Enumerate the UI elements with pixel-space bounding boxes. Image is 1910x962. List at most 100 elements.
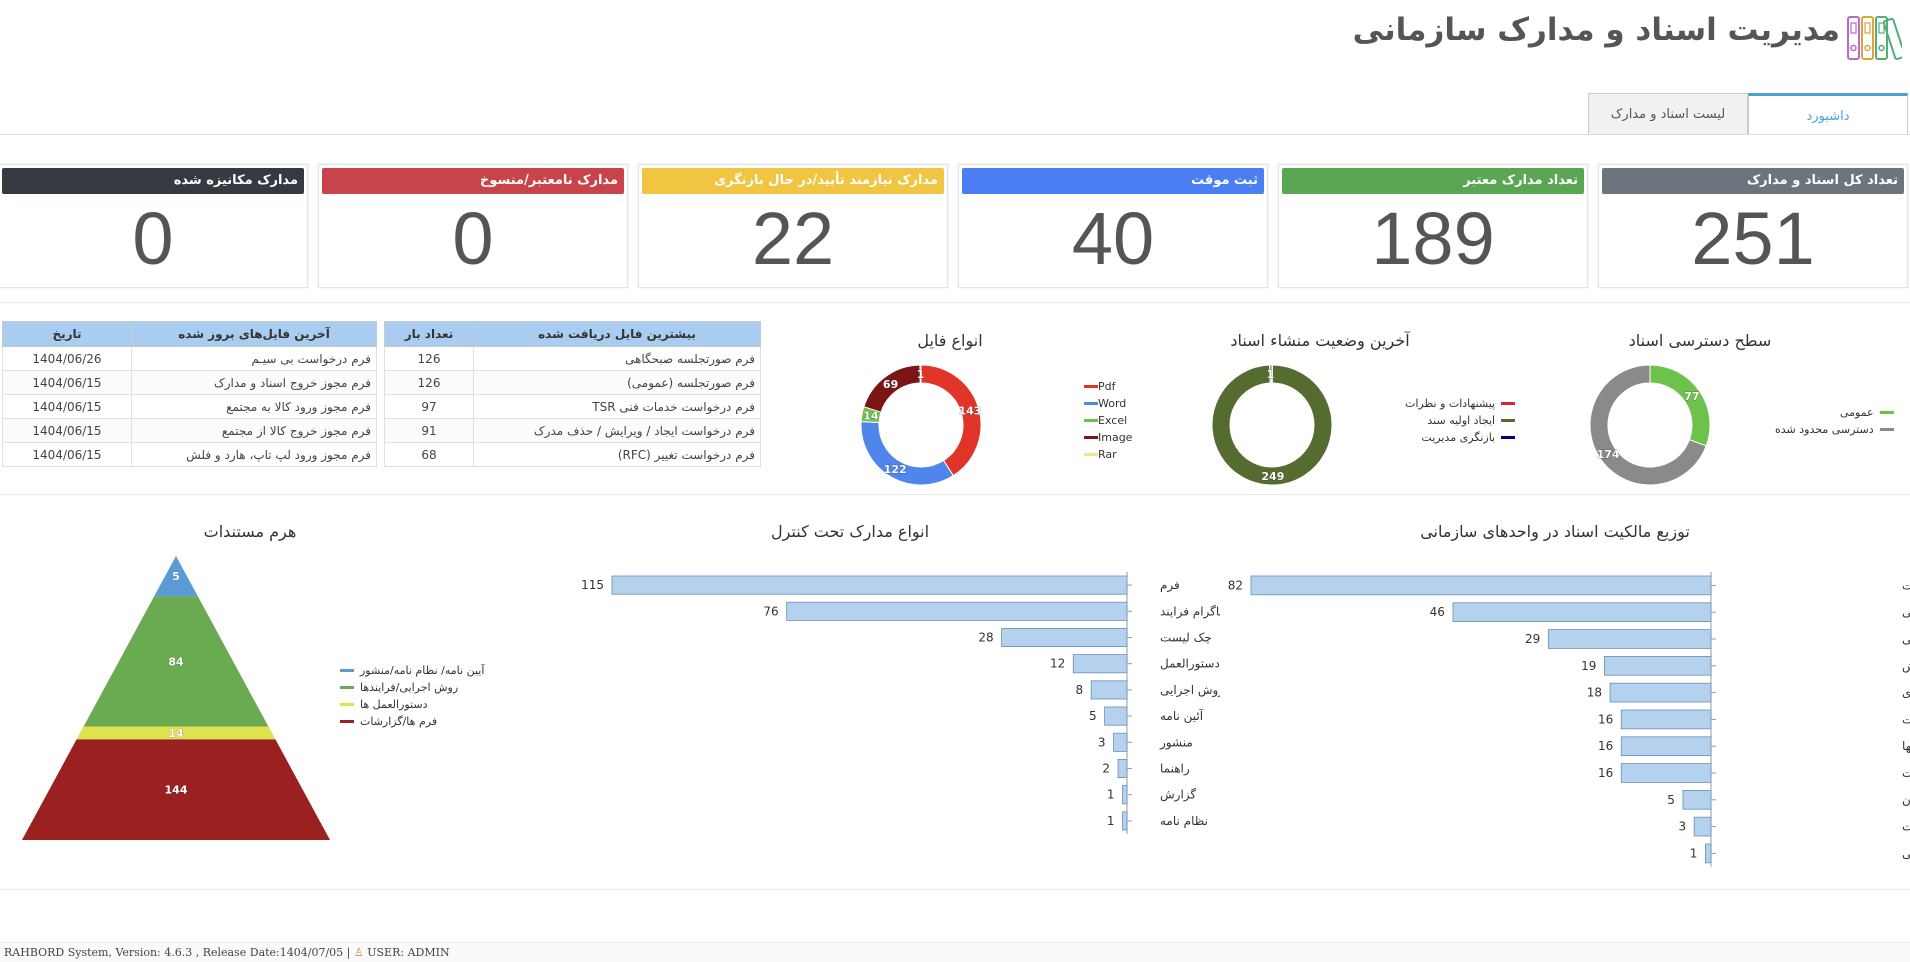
top-file-name[interactable]: فرم درخواست خدمات فنی TSR bbox=[473, 394, 761, 419]
top-files-table: بیشترین فایل دریافت شده تعداد بار فرم صو… bbox=[384, 321, 761, 467]
stat-card[interactable]: تعداد کل اسناد و مدارک 251 bbox=[1598, 164, 1908, 288]
recent-file-name[interactable]: فرم درخواست بی سیـم bbox=[131, 346, 377, 371]
bar[interactable] bbox=[1620, 763, 1712, 783]
top-file-name[interactable]: فرم صورتجلسه صبحگاهی bbox=[473, 346, 761, 371]
recent-file-name[interactable]: فرم مجوز ورود لپ تاپ، هارد و فلش bbox=[131, 442, 377, 467]
table-row[interactable]: فرم درخواست خدمات فنی TSR 97 bbox=[384, 394, 761, 419]
legend-label: Rar bbox=[1098, 448, 1117, 461]
pyramid-segment[interactable] bbox=[154, 556, 198, 597]
stat-card[interactable]: مدارک مکانیزه شده 0 bbox=[0, 164, 308, 288]
bar[interactable] bbox=[1117, 758, 1128, 778]
legend-item[interactable]: Rar bbox=[1078, 446, 1132, 463]
bar[interactable] bbox=[1072, 654, 1128, 674]
filetypes-donut-chart: 143 122 14 69 1 bbox=[860, 364, 982, 486]
footer-system-info: RAHBORD System, Version: 4.6.3 , Release… bbox=[4, 946, 351, 959]
donut-slice[interactable] bbox=[1268, 364, 1272, 384]
table-row[interactable]: فرم مجوز ورود لپ تاپ، هارد و فلش 1404/06/… bbox=[2, 442, 377, 467]
top-file-name[interactable]: فرم صورتجلسه (عمومی) bbox=[473, 370, 761, 395]
donut-slice[interactable] bbox=[1649, 364, 1711, 447]
table-row[interactable]: فرم مجوز ورود کالا به مجتمع 1404/06/15 bbox=[2, 394, 377, 419]
bar[interactable] bbox=[1609, 682, 1712, 703]
table-row[interactable]: فرم مجوز خروج کالا از مجتمع 1404/06/15 bbox=[2, 418, 377, 443]
table-row[interactable]: فرم صورتجلسه صبحگاهی 126 bbox=[384, 346, 761, 371]
legend-item[interactable]: دسترسی محدود شده bbox=[1775, 421, 1894, 438]
bar[interactable] bbox=[1104, 706, 1128, 726]
pyramid-segment[interactable] bbox=[22, 739, 330, 840]
legend-item[interactable]: روش اجرایی/فرایندها bbox=[340, 679, 484, 696]
table-row[interactable]: فرم صورتجلسه (عمومی) 126 bbox=[384, 370, 761, 395]
bar[interactable] bbox=[1620, 736, 1712, 757]
tab-dashboard[interactable]: داشبورد bbox=[1748, 93, 1908, 135]
pyramid-segment[interactable] bbox=[76, 726, 276, 740]
stat-card[interactable]: ثبت موقت 40 bbox=[958, 164, 1268, 288]
pyramid-legend: آیین نامه/ نظام نامه/منشور روش اجرایی/فرا… bbox=[340, 662, 484, 730]
pyramid-chart-title: هرم مستندات bbox=[203, 522, 297, 541]
donut-slice[interactable] bbox=[920, 364, 982, 477]
legend-item[interactable]: Image bbox=[1078, 429, 1132, 446]
table-row[interactable]: فرم مجوز خروج اسناد و مدارک 1404/06/15 bbox=[2, 370, 377, 395]
legend-item[interactable]: بازنگری مدیریت bbox=[1405, 429, 1516, 446]
bar-value-label: 16 bbox=[1598, 712, 1613, 726]
bar[interactable] bbox=[1704, 843, 1712, 864]
pyramid-segment[interactable] bbox=[83, 596, 269, 727]
stat-card[interactable]: مدارک نیازمند تأیید/در حال بازنگری 22 bbox=[638, 164, 948, 288]
bar[interactable] bbox=[1620, 709, 1712, 730]
recent-file-name[interactable]: فرم مجوز خروج کالا از مجتمع bbox=[131, 418, 377, 443]
legend-item[interactable]: ایجاد اولیه سند bbox=[1405, 412, 1516, 429]
bar[interactable] bbox=[1090, 680, 1128, 700]
top-file-name[interactable]: فرم درخواست تغییر (RFC) bbox=[473, 442, 761, 467]
filetypes-chart-title: انواع فایل bbox=[917, 331, 983, 350]
legend-item[interactable]: Pdf bbox=[1078, 378, 1132, 395]
divider bbox=[0, 302, 1910, 303]
bar-category-label: فرم bbox=[1160, 578, 1180, 593]
top-file-name[interactable]: فرم درخواست ایجاد / ویرایش / حذف مدرک bbox=[473, 418, 761, 443]
legend-item[interactable]: فرم ها/گزارشات bbox=[340, 713, 484, 730]
bar[interactable] bbox=[1122, 785, 1128, 805]
top-file-count: 126 bbox=[384, 346, 474, 371]
donut-slice[interactable] bbox=[1211, 364, 1333, 486]
bar[interactable] bbox=[1122, 811, 1128, 831]
bar[interactable] bbox=[1113, 732, 1128, 752]
recent-file-name[interactable]: فرم مجوز ورود کالا به مجتمع bbox=[131, 394, 377, 419]
legend-swatch bbox=[1084, 453, 1098, 456]
legend-item[interactable]: Excel bbox=[1078, 412, 1132, 429]
legend-item[interactable]: عمومی bbox=[1775, 404, 1894, 421]
table-row[interactable]: فرم درخواست ایجاد / ویرایش / حذف مدرک 91 bbox=[384, 418, 761, 443]
legend-item[interactable]: آیین نامه/ نظام نامه/منشور bbox=[340, 662, 484, 679]
table-row[interactable]: فرم درخواست تغییر (RFC) 68 bbox=[384, 442, 761, 467]
legend-label: Image bbox=[1098, 431, 1133, 444]
stat-card-label: ثبت موقت bbox=[962, 168, 1264, 194]
stat-card[interactable]: مدارک نامعتبر/منسوخ 0 bbox=[318, 164, 628, 288]
bar-value-label: 46 bbox=[1430, 605, 1445, 619]
bar[interactable] bbox=[1001, 628, 1128, 648]
table-row[interactable]: فرم درخواست بی سیـم 1404/06/26 bbox=[2, 346, 377, 371]
legend-item[interactable]: Word bbox=[1078, 395, 1132, 412]
bar[interactable] bbox=[1693, 816, 1712, 837]
bar[interactable] bbox=[1250, 575, 1712, 596]
recent-file-name[interactable]: فرم مجوز خروج اسناد و مدارک bbox=[131, 370, 377, 395]
bar-category-label: چک لیست bbox=[1160, 631, 1212, 645]
bar-category-label: منشور bbox=[1159, 735, 1193, 750]
bar[interactable] bbox=[1452, 602, 1712, 622]
legend-swatch bbox=[1501, 436, 1516, 439]
bar[interactable] bbox=[1604, 656, 1712, 676]
donut-slice[interactable] bbox=[860, 420, 954, 486]
bar-value-label: 18 bbox=[1587, 686, 1602, 700]
tab-documents-list[interactable]: لیست اسناد و مدارک bbox=[1588, 93, 1748, 135]
donut-slice[interactable] bbox=[919, 364, 922, 384]
legend-item[interactable]: پیشنهادات و نظرات bbox=[1405, 395, 1516, 412]
recent-file-date: 1404/06/26 bbox=[2, 346, 132, 371]
stat-card[interactable]: تعداد مدارک معتبر 189 bbox=[1278, 164, 1588, 288]
bar[interactable] bbox=[1547, 629, 1712, 649]
bar[interactable] bbox=[786, 601, 1128, 621]
bar[interactable] bbox=[1682, 789, 1712, 810]
donut-slice[interactable] bbox=[1589, 364, 1707, 486]
bar[interactable] bbox=[611, 575, 1128, 595]
legend-swatch bbox=[340, 720, 354, 723]
top-file-count: 68 bbox=[384, 442, 474, 467]
legend-swatch bbox=[1084, 419, 1098, 422]
legend-item[interactable]: دستورالعمل ها bbox=[340, 696, 484, 713]
divider bbox=[0, 494, 1910, 495]
bar-value-label: 2 bbox=[1102, 762, 1110, 776]
donut-slice-label: 122 bbox=[884, 463, 907, 476]
